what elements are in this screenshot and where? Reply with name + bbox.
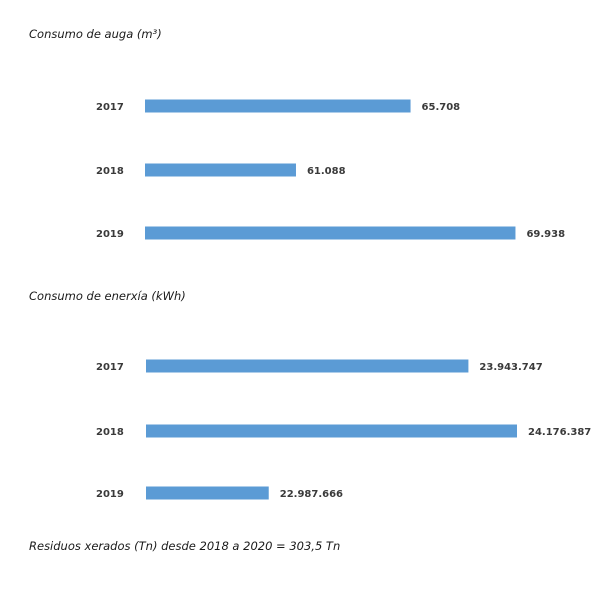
y-tick-label: 2017	[96, 362, 124, 373]
y-tick-label: 2018	[96, 427, 124, 438]
data-label: 24.176.387	[528, 427, 591, 438]
bar-energy-2018	[146, 424, 517, 438]
data-label: 69.938	[526, 229, 565, 240]
data-label: 23.943.747	[479, 362, 542, 373]
bar-water-2018	[145, 163, 296, 177]
y-tick-label: 2019	[96, 229, 124, 240]
data-label: 61.088	[307, 166, 346, 177]
bar-water-2019	[145, 226, 516, 240]
data-label: 65.708	[422, 102, 461, 113]
chart-title-energy: Consumo de enerxía (kWh)	[29, 289, 186, 303]
data-label: 22.987.666	[280, 489, 343, 500]
footer-note: Residuos xerados (Tn) desde 2018 a 2020 …	[29, 539, 341, 553]
y-tick-label: 2019	[96, 489, 124, 500]
y-tick-label: 2018	[96, 166, 124, 177]
chart-title-water: Consumo de auga (m³)	[29, 27, 162, 41]
bar-water-2017	[145, 99, 411, 113]
y-tick-label: 2017	[96, 102, 124, 113]
bar-energy-2019	[146, 486, 269, 500]
bar-energy-2017	[146, 359, 469, 373]
